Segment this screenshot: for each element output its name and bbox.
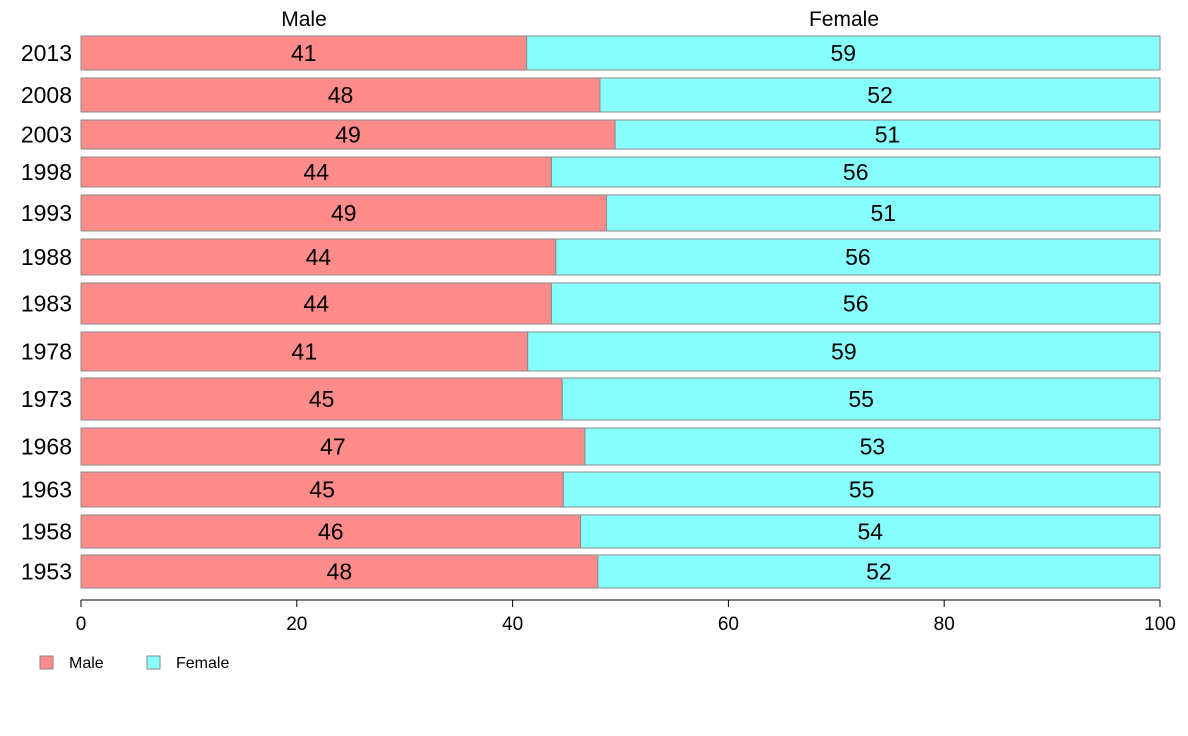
x-tick-label-20: 20 [286,614,307,635]
data-label-female-1963: 55 [849,477,875,503]
data-label-female-1993: 51 [870,200,896,226]
bar-female-2013 [526,35,1161,71]
x-tick-label-0: 0 [76,614,87,635]
data-label-female-2008: 52 [867,82,893,108]
year-label-1963: 1963 [21,477,72,503]
data-label-male-1963: 45 [309,477,335,503]
bar-female-1978 [527,331,1161,372]
data-label-male-2013: 41 [291,40,317,66]
bar-female-1958 [580,514,1161,549]
legend-swatch-female [146,655,161,670]
bar-male-1993 [80,194,607,232]
year-label-1953: 1953 [21,559,72,585]
x-tick-label-60: 60 [718,614,739,635]
data-label-male-1973: 45 [309,386,335,412]
bar-male-2008 [80,77,601,113]
bar-female-1968 [584,427,1161,466]
bar-female-1973 [561,377,1161,421]
year-label-1988: 1988 [21,244,72,270]
year-label-1993: 1993 [21,200,72,226]
bar-male-1953 [80,554,599,589]
bar-male-1998 [80,156,552,188]
bar-male-1963 [80,471,564,508]
legend-swatch-male [39,655,54,670]
data-label-female-2003: 51 [875,122,901,148]
data-label-female-1978: 59 [831,339,857,365]
bar-female-2008 [599,77,1161,113]
bar-male-1983 [80,282,552,325]
x-tick-label-80: 80 [934,614,955,635]
bar-female-1953 [597,554,1161,589]
x-tick-label-40: 40 [502,614,523,635]
x-axis: 0 20 40 60 80 100 [76,599,1176,635]
bar-female-1988 [555,238,1161,276]
bars-layer [80,35,1161,589]
data-label-female-1953: 52 [866,559,892,585]
data-label-male-1983: 44 [303,291,329,317]
bar-male-1968 [80,427,586,466]
legend-label-male: Male [69,655,104,672]
year-label-1958: 1958 [21,519,72,545]
bar-female-1963 [562,471,1161,508]
legend: Male Female [39,655,229,672]
bar-male-1958 [80,514,582,549]
data-label-female-1983: 56 [843,291,869,317]
labels-layer: Male Female 2013 41 59 2008 48 52 2003 49 51 1998 44… [21,8,901,585]
bar-male-2013 [80,35,528,71]
column-header-female: Female [809,8,879,31]
data-label-female-1988: 56 [845,244,871,270]
data-label-male-1988: 44 [306,244,332,270]
bar-female-2003 [614,119,1161,150]
x-tick-label-100: 100 [1144,614,1176,635]
bar-male-1973 [80,377,563,421]
data-label-female-1973: 55 [848,386,874,412]
year-label-1998: 1998 [21,159,72,185]
data-label-female-2013: 59 [831,40,857,66]
data-label-male-2008: 48 [328,82,354,108]
year-label-1983: 1983 [21,291,72,317]
bar-female-1983 [550,282,1161,325]
data-label-male-1953: 48 [327,559,353,585]
data-label-male-2003: 49 [335,122,361,148]
data-label-male-1993: 49 [331,200,357,226]
column-header-male: Male [281,8,327,31]
data-label-male-1998: 44 [303,159,329,185]
bar-male-2003 [80,119,616,150]
data-label-male-1978: 41 [292,339,318,365]
data-label-male-1958: 46 [318,519,344,545]
data-label-female-1968: 53 [860,434,886,460]
year-label-1968: 1968 [21,434,72,460]
bar-female-1998 [550,156,1161,188]
data-label-female-1958: 54 [857,519,883,545]
legend-label-female: Female [176,655,229,672]
data-label-female-1998: 56 [843,159,869,185]
year-label-2003: 2003 [21,122,72,148]
year-label-2008: 2008 [21,82,72,108]
data-label-male-1968: 47 [320,434,346,460]
bar-female-1993 [605,194,1161,232]
year-label-1978: 1978 [21,339,72,365]
year-label-1973: 1973 [21,386,72,412]
year-label-2013: 2013 [21,40,72,66]
